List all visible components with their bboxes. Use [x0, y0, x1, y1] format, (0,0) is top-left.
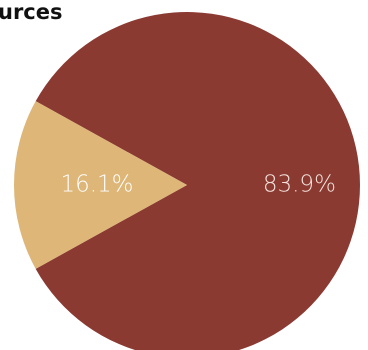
pie-slice-1: [13, 101, 187, 269]
slice-label-1: 16.1%: [60, 172, 133, 198]
chart-title: urces: [0, 0, 63, 24]
slice-label-0: 83.9%: [263, 172, 336, 198]
pie-slice-0: [35, 12, 360, 350]
